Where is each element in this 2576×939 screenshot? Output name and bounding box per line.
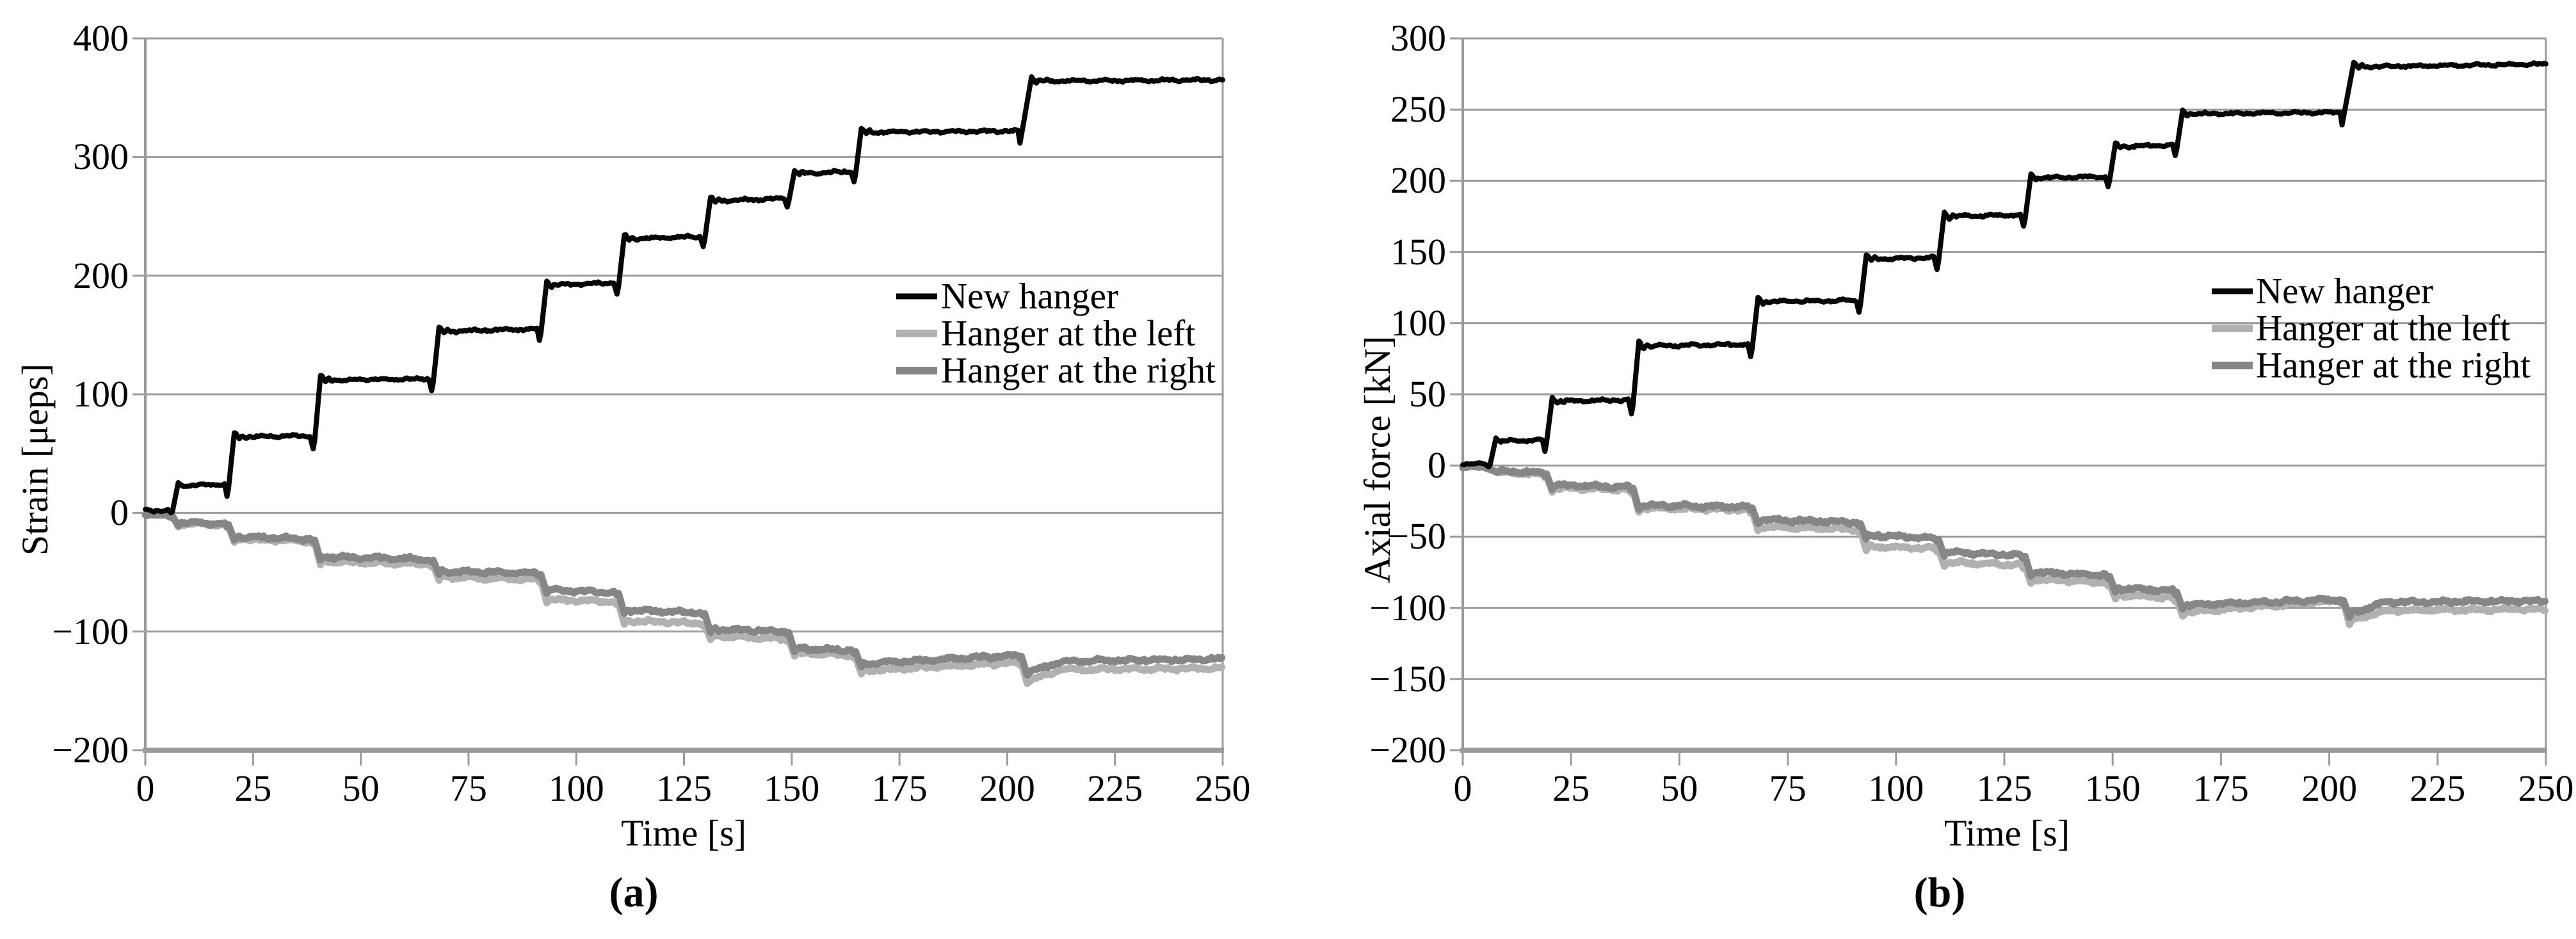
y-tick-label: 100 [73, 373, 129, 415]
y-tick-label: 200 [1390, 159, 1446, 202]
x-tick-label: 50 [1661, 767, 1698, 809]
y-tick-label: 200 [73, 254, 129, 296]
y-tick-label: −150 [1369, 657, 1446, 700]
series-new-hanger [1460, 60, 2548, 470]
legend-label: Hanger at the left [2256, 308, 2511, 349]
panel-caption: (a) [609, 869, 659, 916]
chart-panel-b: Axial force [kN] Time [s] (b) 300 250 200 1… [1288, 0, 2576, 939]
panel-caption: (b) [1913, 869, 1966, 916]
x-tick-label: 125 [1976, 767, 2033, 809]
y-tick-label: 300 [73, 136, 129, 178]
legend-label: New hanger [941, 276, 1118, 317]
x-tick-label: 0 [136, 767, 155, 809]
x-tick-label: 100 [548, 767, 604, 809]
x-tick-label: 175 [2193, 767, 2249, 809]
y-tick-label: 150 [1390, 230, 1446, 273]
chart-panel-a: Strain [μeps] Time [s] (a) 400 300 200 100 0… [14, 17, 1251, 916]
y-tick-label: −50 [1388, 515, 1446, 558]
x-tick-label: 75 [1769, 767, 1807, 809]
y-axis-title: Strain [μeps] [14, 363, 56, 556]
y-tick-label: 50 [1409, 373, 1446, 415]
x-tick-label: 25 [234, 767, 272, 809]
x-tick-label: 200 [2301, 767, 2358, 809]
chart-canvas-a [133, 37, 1226, 766]
x-tick-label: 200 [979, 767, 1035, 809]
legend-label: Hanger at the left [941, 313, 1196, 354]
x-tick-label: 50 [342, 767, 380, 809]
legend-label: Hanger at the right [941, 350, 1216, 391]
x-axis-title: Time [s] [1944, 812, 2070, 854]
x-tick-label: 225 [1087, 767, 1143, 809]
y-tick-label: −200 [52, 729, 129, 771]
y-tick-label: 0 [1428, 444, 1446, 486]
x-tick-label: 175 [871, 767, 928, 809]
x-tick-label: 225 [2410, 767, 2466, 809]
x-tick-label: 100 [1868, 767, 1924, 809]
x-tick-label: 75 [449, 767, 487, 809]
chart-canvas-b [1450, 37, 2549, 766]
x-tick-label: 250 [2518, 767, 2574, 809]
x-axis-title: Time [s] [620, 812, 747, 854]
x-tick-label: 150 [2084, 767, 2141, 809]
series-hanger-at-the-left [141, 510, 1226, 687]
series-new-hanger [143, 74, 1225, 516]
y-tick-label: 100 [1390, 301, 1446, 344]
y-tick-label: −100 [1369, 586, 1446, 629]
legend-label: Hanger at the right [2256, 345, 2531, 386]
x-tick-label: 250 [1195, 767, 1251, 809]
legend-label: New hanger [2256, 271, 2433, 312]
x-tick-label: 150 [764, 767, 820, 809]
y-tick-label: 250 [1390, 88, 1446, 131]
y-tick-label: 400 [73, 17, 129, 59]
y-tick-label: −100 [52, 610, 129, 652]
x-tick-label: 25 [1552, 767, 1590, 809]
y-tick-label: 0 [110, 492, 129, 534]
y-tick-label: 300 [1390, 17, 1446, 59]
x-tick-label: 125 [656, 767, 712, 809]
x-tick-label: 0 [1453, 767, 1472, 809]
y-tick-label: −200 [1369, 729, 1446, 771]
series-hanger-at-the-right [1459, 461, 2549, 622]
series-hanger-at-the-right [141, 509, 1226, 679]
